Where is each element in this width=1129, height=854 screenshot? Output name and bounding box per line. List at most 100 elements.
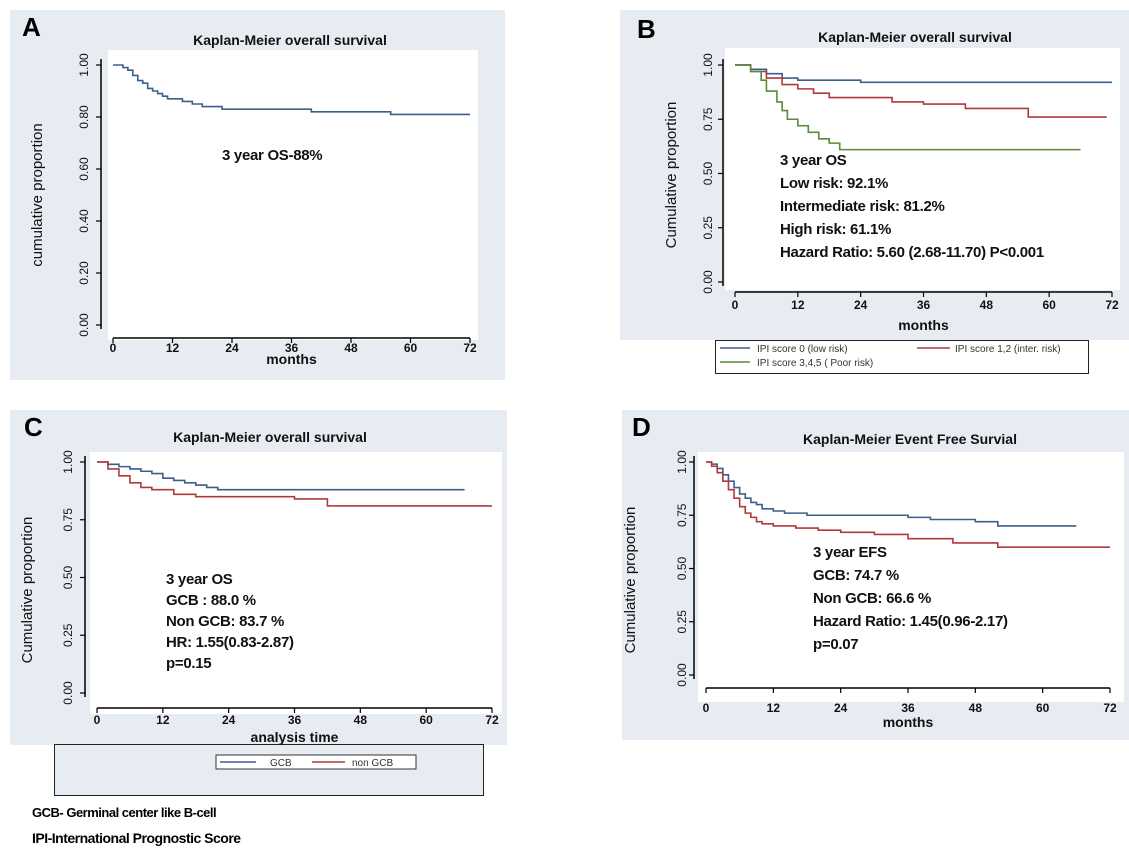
panel-c-x-axis-label: analysis time	[251, 729, 339, 745]
panel-c-x-tick-label: 24	[222, 713, 236, 727]
panel-b-y-tick-label: 0.25	[701, 216, 715, 240]
footnote-ipi: IPI-International Prognostic Score	[32, 830, 241, 846]
panel-b-annotation: Intermediate risk: 81.2%	[780, 198, 945, 215]
panel-d-x-tick-label: 60	[1036, 701, 1050, 715]
panel-d-series-line-1	[706, 461, 1077, 527]
panel-b-y-tick-label: 1.00	[701, 53, 715, 77]
panel-d-x-tick-label: 36	[901, 701, 915, 715]
panel-a-x-axis-label: months	[266, 351, 317, 367]
panel-d-annotation: 3 year EFS	[813, 544, 887, 561]
panel-b-y-tick-label: 0.50	[701, 161, 715, 185]
panel-a-y-tick-label: 0.60	[77, 157, 91, 181]
panel-a-x-tick-label: 24	[225, 341, 239, 355]
panel-b-y-tick-label: 0.75	[701, 107, 715, 131]
panel-c-title: Kaplan-Meier overall survival	[173, 429, 367, 445]
panel-c-plot-area	[90, 452, 502, 714]
panel-c-annotation: p=0.15	[166, 655, 211, 672]
panel-c-y-tick-label: 1.00	[61, 450, 75, 474]
panel-b-x-tick-label: 72	[1105, 298, 1119, 312]
panel-a-y-axis-label: cumulative proportion	[29, 123, 46, 266]
panel-a-y-tick-label: 1.00	[77, 53, 91, 77]
panel-b-x-tick-label: 36	[917, 298, 931, 312]
panel-a-x-tick-label: 72	[463, 341, 477, 355]
panel-a-y-tick-label: 0.00	[77, 313, 91, 337]
panel-c-legend-label: non GCB	[352, 758, 393, 769]
panel-c-y-tick-label: 0.00	[61, 681, 75, 705]
panel-c-x-tick-label: 0	[94, 713, 101, 727]
panel-b-x-tick-label: 48	[980, 298, 994, 312]
panel-d-plot-area	[698, 452, 1124, 702]
panel-b-series-line-2	[735, 64, 1107, 118]
panel-c-x-tick-label: 48	[354, 713, 368, 727]
panel-c-legend-label: GCB	[270, 758, 292, 769]
panel-c-x-tick-label: 36	[288, 713, 302, 727]
panel-c-y-axis-label: Cumulative proportion	[19, 517, 36, 664]
panel-d-x-axis-label: months	[883, 714, 934, 730]
panel-c-letter: C	[24, 412, 43, 442]
panel-d-x-tick-label: 0	[703, 701, 710, 715]
panel-a-annotation: 3 year OS-88%	[222, 147, 322, 164]
panel-d-series-line-2	[706, 461, 1110, 548]
panel-d-y-tick-label: 0.75	[675, 503, 689, 527]
panel-d-y-axis-label: Cumulative proportion	[622, 507, 639, 654]
panel-d-annotation: p=0.07	[813, 636, 858, 653]
footnote-gcb: GCB- Germinal center like B-cell	[32, 805, 217, 820]
panel-b-legend-label: IPI score 0 (low risk)	[757, 344, 848, 355]
panel-b-title: Kaplan-Meier overall survival	[818, 29, 1012, 45]
panel-c-x-tick-label: 60	[419, 713, 433, 727]
panel-d-y-tick-label: 0.50	[675, 556, 689, 580]
panel-d-x-tick-label: 48	[969, 701, 983, 715]
panel-b-x-axis-label: months	[898, 317, 949, 333]
panel-a-x-tick-label: 60	[404, 341, 418, 355]
panel-d-annotation: GCB: 74.7 %	[813, 567, 899, 584]
panel-b-plot-area	[725, 48, 1120, 290]
panel-b-y-axis-label: Cumulative proportion	[663, 102, 680, 249]
panel-b-x-tick-label: 0	[732, 298, 739, 312]
panel-b-series-line-3	[735, 64, 1081, 151]
panel-c-y-tick-label: 0.50	[61, 565, 75, 589]
panel-d-x-tick-label: 24	[834, 701, 848, 715]
panel-c-annotation: Non GCB: 83.7 %	[166, 613, 284, 630]
panel-b-x-tick-label: 24	[854, 298, 868, 312]
panel-d-title: Kaplan-Meier Event Free Survial	[803, 431, 1017, 447]
panel-a-x-tick-label: 0	[110, 341, 117, 355]
panel-d-annotation: Hazard Ratio: 1.45(0.96-2.17)	[813, 613, 1008, 630]
panel-b-legend-label: IPI score 3,4,5 ( Poor risk)	[757, 358, 873, 369]
panel-c-legend	[54, 744, 484, 796]
panel-c-series-line-1	[97, 461, 465, 491]
panel-c-series-line-2	[97, 461, 492, 507]
panel-d-annotation: Non GCB: 66.6 %	[813, 590, 931, 607]
panel-a-x-tick-label: 48	[344, 341, 358, 355]
panel-b-annotation: 3 year OS	[780, 152, 847, 169]
panel-d-letter: D	[632, 412, 651, 442]
panel-a-y-tick-label: 0.80	[77, 105, 91, 129]
panel-b-y-tick-label: 0.00	[701, 270, 715, 294]
panel-c-annotation: HR: 1.55(0.83-2.87)	[166, 634, 294, 651]
panel-b-x-tick-label: 60	[1042, 298, 1056, 312]
panel-d-x-tick-label: 12	[767, 701, 781, 715]
panel-c-annotation: GCB : 88.0 %	[166, 592, 256, 609]
panel-a-series-line-1	[113, 64, 470, 116]
panel-d-y-tick-label: 0.00	[675, 663, 689, 687]
panel-d-y-tick-label: 1.00	[675, 450, 689, 474]
panel-c-x-tick-label: 12	[156, 713, 170, 727]
panel-c-y-tick-label: 0.75	[61, 508, 75, 532]
panel-c-annotation: 3 year OS	[166, 571, 233, 588]
panel-a-y-tick-label: 0.40	[77, 209, 91, 233]
panel-a-title: Kaplan-Meier overall survival	[193, 32, 387, 48]
panel-c-y-tick-label: 0.25	[61, 623, 75, 647]
panel-d-y-tick-label: 0.25	[675, 610, 689, 634]
panel-d-x-tick-label: 72	[1103, 701, 1117, 715]
panel-a-letter: A	[22, 12, 41, 42]
panel-b-legend	[715, 340, 1089, 374]
panel-b-x-tick-label: 12	[791, 298, 805, 312]
panel-a-x-tick-label: 36	[285, 341, 299, 355]
panel-a-y-tick-label: 0.20	[77, 261, 91, 285]
panel-b-letter: B	[637, 14, 656, 44]
panel-a-x-tick-label: 12	[166, 341, 180, 355]
panel-b-legend-label: IPI score 1,2 (inter. risk)	[955, 344, 1061, 355]
panel-b-annotation: Hazard Ratio: 5.60 (2.68-11.70) P<0.001	[780, 244, 1044, 261]
panel-b-annotation: Low risk: 92.1%	[780, 175, 888, 192]
panel-b-series-line-1	[735, 64, 1112, 84]
